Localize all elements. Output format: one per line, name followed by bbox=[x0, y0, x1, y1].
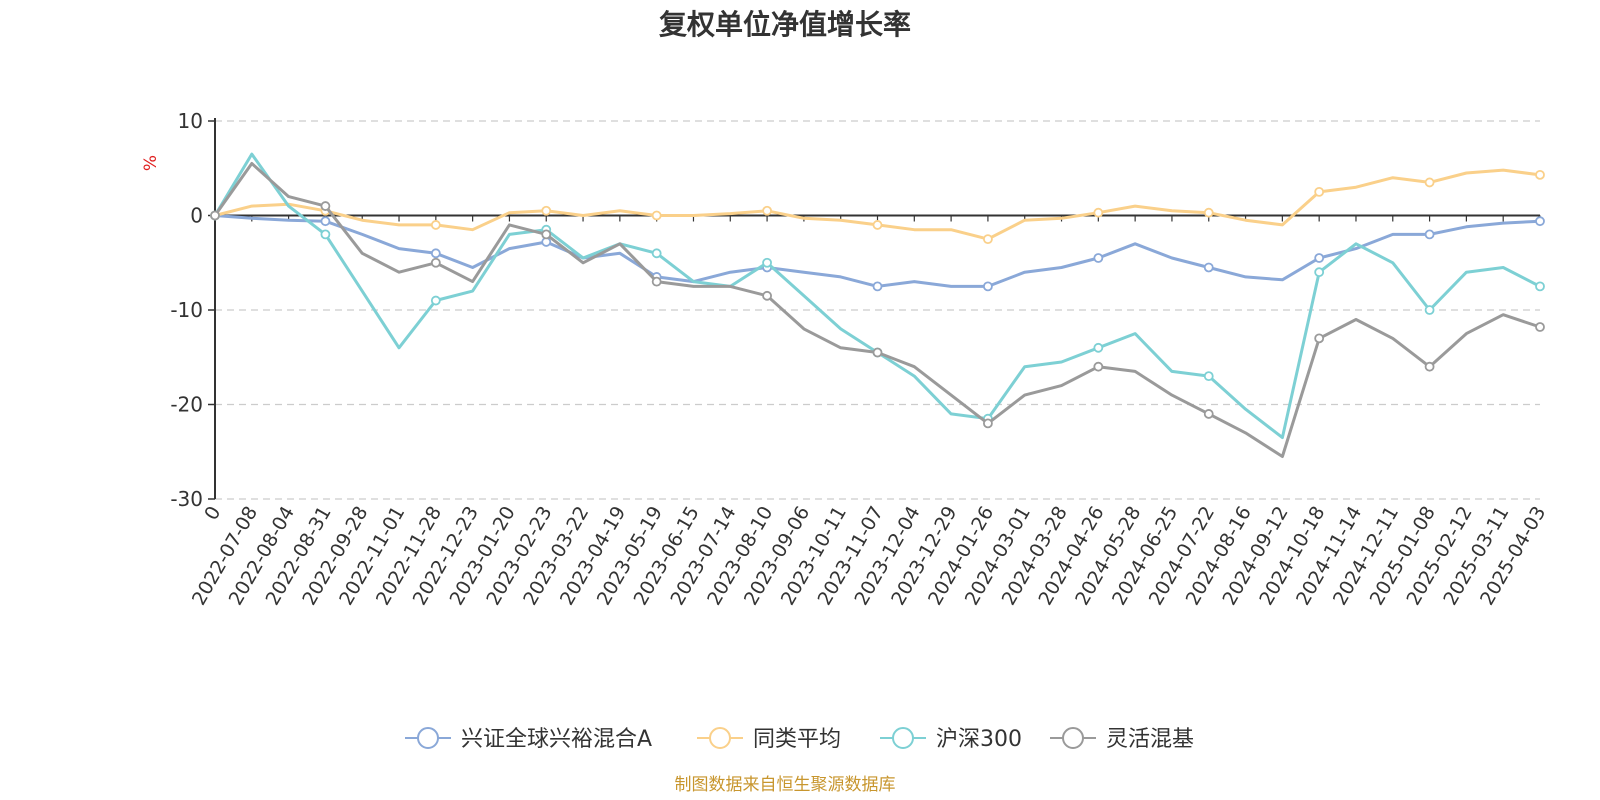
data-point bbox=[1424, 361, 1435, 372]
data-point bbox=[1424, 229, 1435, 240]
data-point bbox=[1314, 186, 1325, 197]
data-point bbox=[430, 220, 441, 230]
x-tick-labels: 02022-07-082022-08-042022-08-312022-09-2… bbox=[188, 503, 1550, 610]
data-point bbox=[210, 210, 220, 221]
data-point bbox=[1535, 216, 1545, 227]
series-lines bbox=[210, 152, 1545, 458]
y-tick-label: 10 bbox=[178, 109, 203, 133]
data-point bbox=[1535, 169, 1545, 180]
legend-item[interactable]: 沪深300 bbox=[880, 727, 1022, 752]
data-point bbox=[1535, 322, 1545, 332]
data-point bbox=[320, 216, 331, 227]
data-point bbox=[430, 257, 441, 268]
data-point bbox=[1203, 207, 1214, 218]
legend-item[interactable]: 同类平均 bbox=[697, 727, 841, 752]
data-point bbox=[1203, 409, 1214, 419]
data-point bbox=[762, 290, 772, 301]
data-point bbox=[320, 201, 331, 211]
data-point bbox=[983, 418, 993, 429]
data-point bbox=[983, 234, 993, 245]
data-point bbox=[1314, 267, 1325, 278]
data-point bbox=[1424, 305, 1435, 315]
axes bbox=[208, 118, 1541, 500]
data-point bbox=[1535, 281, 1545, 292]
source-note: 制图数据来自恒生聚源数据库 bbox=[675, 775, 896, 795]
y-axis-unit-label: % bbox=[141, 155, 161, 171]
data-point bbox=[762, 205, 772, 216]
data-point bbox=[541, 205, 552, 216]
legend-marker bbox=[709, 727, 731, 749]
data-point bbox=[872, 347, 883, 358]
data-point bbox=[1093, 253, 1104, 263]
data-point bbox=[1203, 371, 1214, 382]
legend-label: 沪深300 bbox=[936, 727, 1022, 752]
y-tick-label: -30 bbox=[170, 487, 203, 511]
data-point bbox=[872, 220, 883, 230]
data-point bbox=[541, 229, 552, 240]
legend-label: 兴证全球兴裕混合A bbox=[461, 727, 652, 752]
legend-label: 同类平均 bbox=[753, 727, 841, 752]
y-tick-label: 0 bbox=[190, 204, 203, 228]
data-point bbox=[1203, 262, 1214, 273]
x-tick-label: 0 bbox=[200, 503, 225, 524]
series-line bbox=[213, 152, 1541, 440]
y-tick-label: -20 bbox=[170, 393, 203, 417]
data-point bbox=[1093, 207, 1104, 218]
data-point bbox=[1424, 177, 1435, 188]
y-tick-label: -10 bbox=[170, 298, 203, 322]
legend-item[interactable]: 兴证全球兴裕混合A bbox=[405, 727, 652, 752]
data-point bbox=[430, 295, 441, 306]
legend-label: 灵活混基 bbox=[1106, 727, 1194, 752]
data-point bbox=[651, 248, 662, 259]
data-point bbox=[320, 229, 331, 240]
data-point bbox=[1314, 253, 1325, 263]
legend-marker bbox=[892, 727, 914, 749]
legend-item[interactable]: 灵活混基 bbox=[1050, 727, 1194, 752]
data-point bbox=[872, 281, 883, 292]
y-tick-labels: 10 0 -10 -20 -30 bbox=[170, 109, 203, 511]
data-point bbox=[1093, 342, 1104, 353]
legend-marker bbox=[417, 727, 439, 749]
data-point bbox=[1314, 333, 1325, 344]
data-point bbox=[651, 210, 662, 221]
chart-title: 复权单位净值增长率 bbox=[659, 8, 911, 41]
data-point bbox=[430, 248, 441, 259]
data-point bbox=[983, 281, 993, 292]
data-point bbox=[762, 257, 772, 268]
data-point bbox=[1093, 361, 1104, 372]
legend-marker bbox=[1062, 727, 1084, 749]
data-point bbox=[651, 276, 662, 287]
gridlines bbox=[215, 120, 1540, 500]
legend: 兴证全球兴裕混合A 同类平均 沪深300 灵活混基 bbox=[405, 727, 1194, 752]
